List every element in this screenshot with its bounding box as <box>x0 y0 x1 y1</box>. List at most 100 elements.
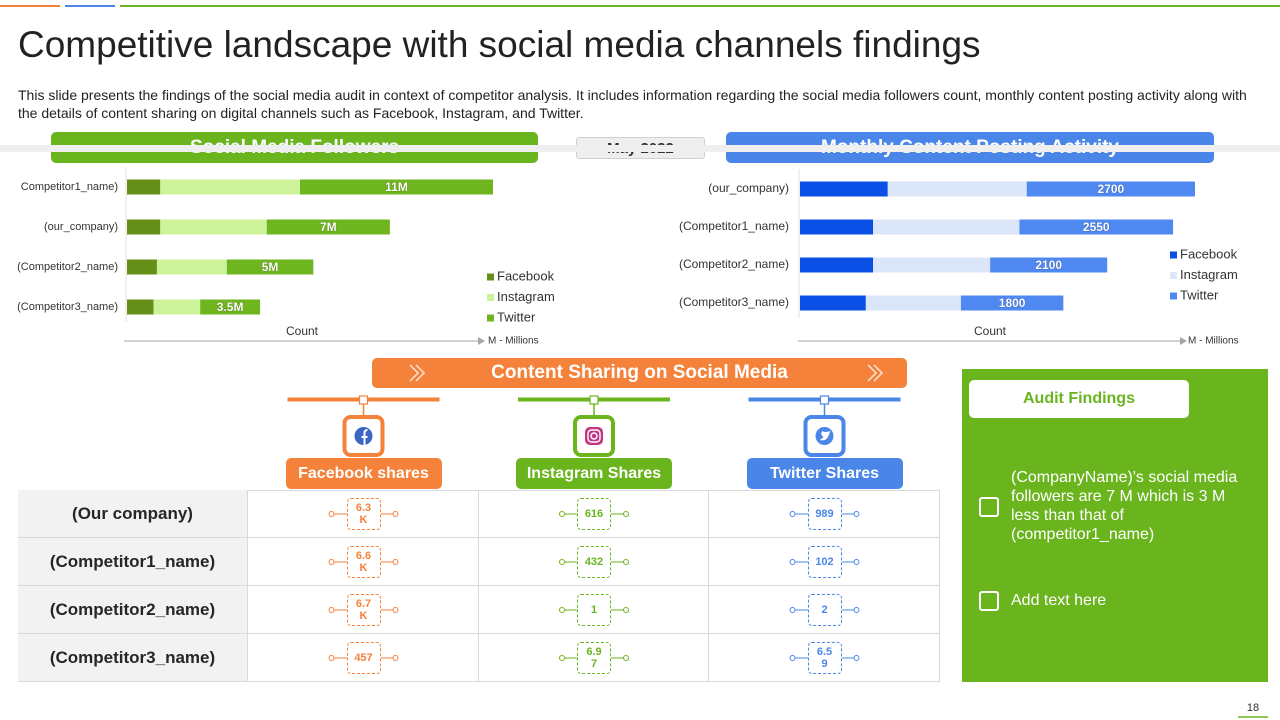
table-cell <box>248 586 479 634</box>
cell-value: 989 <box>807 498 842 530</box>
bar-segment <box>160 219 267 235</box>
bar-segment <box>156 259 227 275</box>
table-cell <box>479 586 709 634</box>
legend-label: Facebook <box>1180 246 1238 261</box>
bar-segment <box>200 299 261 315</box>
audit-panel <box>962 369 1268 682</box>
legend-label: Twitter <box>497 309 536 324</box>
cell-value: 6.7 K <box>346 594 381 626</box>
legend-label: Twitter <box>1180 287 1219 302</box>
accent-line <box>65 5 115 7</box>
unit-note: M - Millions <box>1188 336 1239 347</box>
bar-segment <box>127 259 157 275</box>
data-label: 5M <box>262 260 279 274</box>
unit-note: M - Millions <box>488 336 539 347</box>
category-label: (Competitor2_name) <box>17 261 118 273</box>
slide-description: This slide presents the findings of the … <box>18 87 1247 121</box>
slide-title: Competitive landscape with social media … <box>18 24 981 65</box>
connector-node <box>589 395 599 405</box>
column-header: Facebook shares <box>285 458 442 489</box>
cell-value: 2 <box>807 594 842 626</box>
column-header: Twitter Shares <box>746 458 903 489</box>
table-cell <box>709 634 940 682</box>
cell-value: 6.6 K <box>346 546 381 578</box>
cell-value: 432 <box>577 546 611 578</box>
legend-swatch <box>487 294 494 301</box>
axis-arrow <box>1180 337 1187 345</box>
category-label: (our_company) <box>708 181 789 195</box>
bar-segment <box>1026 181 1195 197</box>
data-label: 2700 <box>1098 182 1125 196</box>
instagram-glyph <box>590 432 598 440</box>
row-header: (Competitor2_name) <box>18 586 248 634</box>
date-label: May 2022 <box>576 137 705 159</box>
legend-swatch <box>487 314 494 322</box>
accent-line <box>0 5 60 7</box>
data-label: 2550 <box>1083 220 1110 234</box>
instagram-glyph <box>587 429 601 443</box>
legend-swatch <box>1170 292 1177 300</box>
axis-arrow <box>478 337 485 345</box>
chart-title: Monthly Content Posting Activity <box>726 132 1214 163</box>
x-axis-label: Count <box>974 324 1007 338</box>
category-label: (our_company) <box>44 221 118 233</box>
table-cell <box>248 538 479 586</box>
accent-line <box>120 5 1280 7</box>
twitter-glyph <box>819 431 831 441</box>
category-label: (Competitor3_name) <box>17 301 118 313</box>
data-label: 11M <box>385 180 408 194</box>
category-label: Competitor1_name) <box>21 181 118 193</box>
facebook-glyph <box>361 429 368 445</box>
table-cell <box>479 634 709 682</box>
cell-value: 6.97 <box>577 642 611 674</box>
data-label: 7M <box>320 220 337 234</box>
bar-segment <box>300 179 493 195</box>
icon-frame <box>803 415 846 457</box>
column-header: Instagram Shares <box>516 458 672 489</box>
facebook-icon <box>354 427 373 445</box>
bar-segment <box>873 219 1020 235</box>
bar-segment <box>127 299 154 315</box>
bar-segment <box>226 259 314 275</box>
cell-value: 102 <box>807 546 842 578</box>
cell-value: 457 <box>346 642 381 674</box>
instagram-icon <box>585 427 603 445</box>
page-number: 18 <box>1246 702 1260 714</box>
data-label: 2100 <box>1035 258 1062 272</box>
bar-segment <box>800 181 888 197</box>
row-header: (Competitor1_name) <box>18 538 248 586</box>
category-label: (Competitor2_name) <box>679 257 789 271</box>
bar-segment <box>266 219 390 235</box>
connector-node <box>358 395 369 405</box>
table-cell <box>248 634 479 682</box>
legend-label: Facebook <box>497 268 555 283</box>
table-cell <box>709 538 940 586</box>
bar-segment <box>127 179 161 195</box>
cell-value: 616 <box>577 498 611 530</box>
bar-segment <box>153 299 201 315</box>
data-label: 1800 <box>999 296 1026 310</box>
bar-segment <box>800 295 866 311</box>
bar-segment <box>800 257 874 273</box>
row-header: (Competitor3_name) <box>18 634 248 682</box>
bar-segment <box>960 295 1064 311</box>
audit-title: Audit Findings <box>969 380 1189 418</box>
bar-segment <box>873 257 991 273</box>
cell-value: 1 <box>577 594 611 626</box>
cell-value: 6.59 <box>807 642 842 674</box>
legend-swatch <box>1170 272 1177 279</box>
legend-label: Instagram <box>1180 267 1238 282</box>
row-header: (Our company) <box>18 490 248 538</box>
table-cell <box>479 538 709 586</box>
checkbox <box>979 591 999 611</box>
connector-node <box>819 395 830 405</box>
cell-value: 6.3 K <box>346 498 381 530</box>
audit-item: (CompanyName)'s social media followers a… <box>1011 469 1238 543</box>
data-label: 3.5M <box>217 300 244 314</box>
bar-segment <box>800 219 874 235</box>
checkbox <box>979 497 999 517</box>
table-cell <box>479 490 709 538</box>
section-title: Content Sharing on Social Media <box>372 358 907 388</box>
legend-label: Instagram <box>497 289 555 304</box>
